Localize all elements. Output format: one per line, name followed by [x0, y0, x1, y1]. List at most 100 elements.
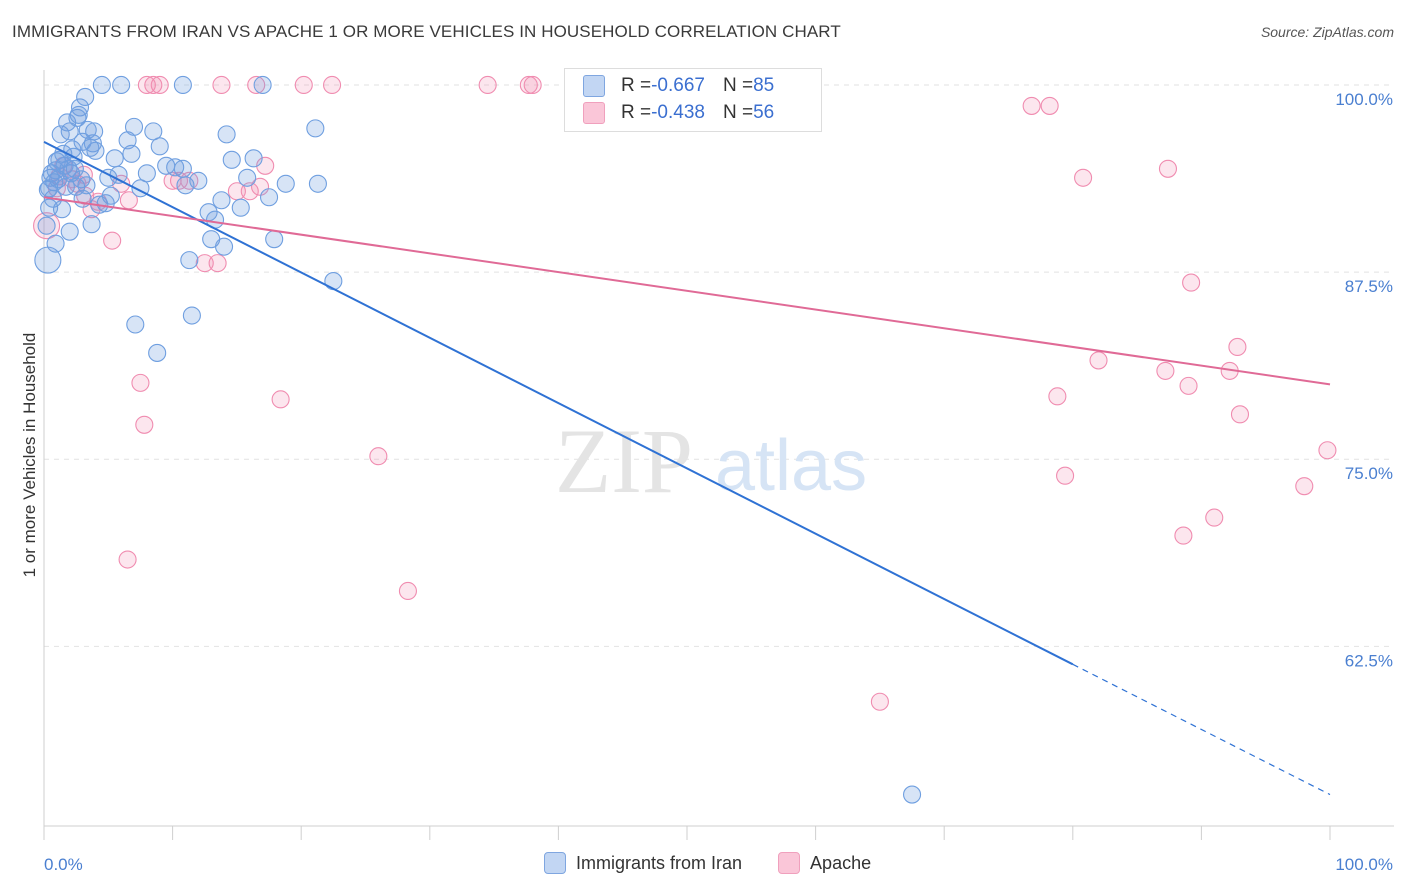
- watermark: ZIP atlas: [555, 410, 867, 512]
- apache-point: [1179, 376, 1198, 395]
- apache-point: [1295, 477, 1314, 496]
- iran-point: [112, 75, 131, 95]
- legend-apache-swatch: [778, 852, 801, 874]
- series-legend: Immigrants from Iran Apache: [544, 852, 897, 874]
- iran-point: [126, 315, 145, 334]
- iran-point: [217, 125, 236, 144]
- y-tick-label-0: 62.5%: [1345, 651, 1393, 670]
- y-tick-label-2: 87.5%: [1345, 277, 1393, 296]
- iran-point: [902, 785, 922, 804]
- apache-point: [144, 75, 163, 95]
- iran-point: [70, 98, 90, 117]
- iran-point: [124, 117, 144, 136]
- x-tick-label-0: 0.0%: [44, 855, 83, 874]
- apache-point: [1022, 96, 1041, 115]
- stats-row-iran: R = -0.667 N = 85: [583, 73, 774, 99]
- iran-trend-extension: [1072, 663, 1331, 796]
- apache-r-value: -0.438: [651, 102, 705, 123]
- tick-labels: 62.5% 75.0% 87.5% 100.0% 0.0% 100.0%: [44, 90, 1393, 874]
- iran-point: [150, 137, 169, 156]
- iran-point: [56, 177, 75, 196]
- apache-point: [519, 75, 538, 95]
- iran-point: [86, 141, 105, 160]
- apache-point: [1089, 351, 1108, 370]
- apache-r-label: R =: [621, 102, 652, 123]
- iran-point: [76, 87, 95, 106]
- iran-point: [46, 234, 65, 253]
- apache-point: [523, 75, 542, 95]
- legend-item-iran[interactable]: Immigrants from Iran: [544, 852, 742, 874]
- apache-point: [1074, 168, 1093, 187]
- source-label: Source: ZipAtlas.com: [1260, 24, 1394, 40]
- iran-point: [180, 251, 199, 270]
- iran-point: [212, 191, 231, 210]
- legend-item-apache[interactable]: Apache: [778, 852, 871, 874]
- axes: [43, 70, 1394, 840]
- apache-point: [1040, 96, 1059, 115]
- iran-point: [77, 176, 96, 195]
- apache-point: [103, 231, 122, 250]
- iran-point: [60, 122, 79, 141]
- iran-point: [265, 230, 284, 249]
- iran-point: [306, 119, 325, 138]
- apache-n-value: 56: [753, 102, 775, 123]
- x-tick-label-1: 100.0%: [1335, 855, 1393, 874]
- chart-title: IMMIGRANTS FROM IRAN VS APACHE 1 OR MORE…: [12, 22, 841, 41]
- stats-legend: R = -0.667 N = 85 R = -0.438 N = 56: [564, 68, 822, 132]
- iran-point: [157, 156, 176, 175]
- apache-points: [33, 75, 1337, 711]
- iran-point: [276, 174, 295, 193]
- iran-point: [85, 122, 104, 141]
- iran-point: [259, 188, 279, 207]
- iran-point: [59, 159, 78, 178]
- iran-trend-line: [43, 140, 1074, 666]
- apache-point: [1048, 387, 1067, 406]
- apache-point: [135, 415, 154, 434]
- iran-point: [60, 222, 79, 241]
- apache-point: [1205, 508, 1224, 527]
- grid-lines: [44, 84, 1394, 647]
- iran-n-value: 85: [753, 75, 775, 96]
- apache-point: [1318, 441, 1337, 460]
- apache-point: [195, 254, 214, 273]
- apache-point: [294, 75, 313, 95]
- iran-point: [69, 105, 88, 124]
- trend-lines: [43, 140, 1331, 796]
- iran-point: [137, 164, 156, 183]
- iran-point: [92, 75, 111, 95]
- apache-point: [247, 75, 266, 95]
- y-tick-label-1: 75.0%: [1345, 464, 1393, 483]
- apache-point: [212, 75, 231, 95]
- apache-point: [1182, 273, 1201, 292]
- legend-iran-swatch: [544, 852, 566, 874]
- apache-point: [870, 692, 889, 711]
- apache-point: [1158, 159, 1178, 178]
- iran-point: [173, 159, 192, 178]
- y-tick-label-3: 100.0%: [1335, 90, 1393, 109]
- apache-point: [208, 254, 227, 273]
- iran-point: [105, 149, 124, 168]
- apache-point: [1056, 466, 1075, 485]
- apache-point: [1228, 337, 1247, 357]
- apache-swatch: [583, 102, 605, 124]
- iran-point: [244, 149, 263, 168]
- apache-point: [250, 177, 270, 196]
- iran-point: [308, 174, 327, 193]
- iran-point: [148, 343, 167, 362]
- apache-point: [33, 212, 61, 240]
- apache-point: [1230, 405, 1250, 424]
- iran-point: [214, 237, 234, 256]
- iran-n-label: N =: [722, 75, 754, 96]
- iran-point: [82, 215, 101, 234]
- iran-point: [37, 216, 56, 235]
- apache-trend-line: [43, 196, 1331, 386]
- iran-point: [72, 170, 91, 189]
- iran-r-value: -0.667: [651, 75, 705, 96]
- iran-point: [144, 122, 163, 141]
- iran-point: [222, 150, 241, 169]
- iran-point: [78, 120, 97, 139]
- apache-point: [137, 75, 156, 95]
- iran-point: [122, 144, 141, 163]
- iran-point: [182, 306, 201, 325]
- iran-swatch: [583, 75, 605, 97]
